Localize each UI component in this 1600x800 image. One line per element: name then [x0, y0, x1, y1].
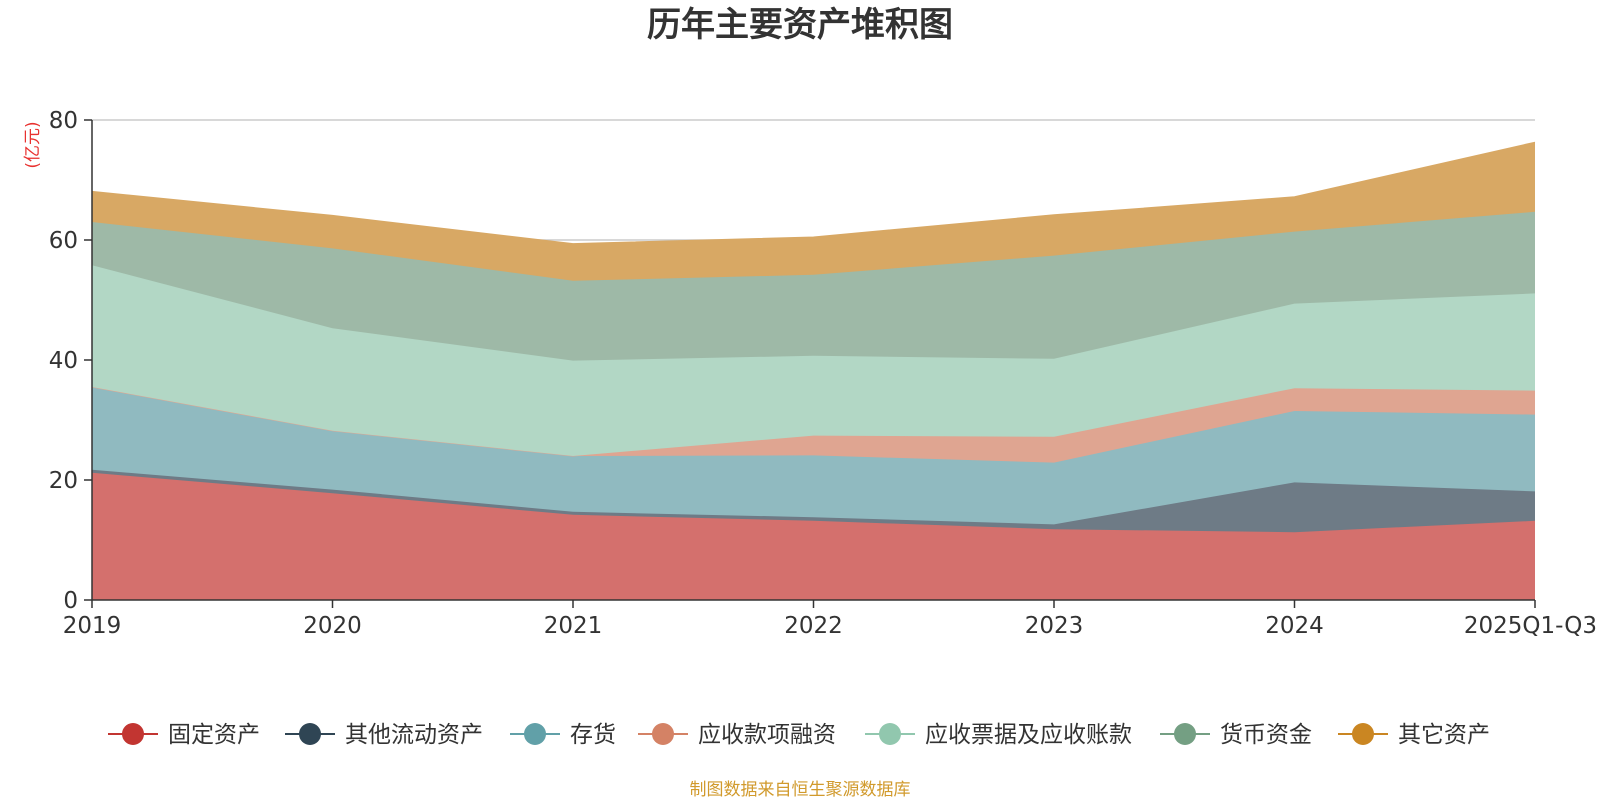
legend-label: 存货	[570, 722, 616, 748]
legend-label: 其它资产	[1398, 722, 1490, 748]
legend-item-4[interactable]: 应收款项融资	[638, 722, 836, 748]
area-series-1	[92, 472, 1535, 600]
x-tick-label: 2019	[63, 613, 122, 639]
legend-marker	[1174, 723, 1196, 745]
y-tick-label: 80	[49, 108, 78, 134]
axes: 0 20 40 60 80 2019 2020 2021 2022 2023 2024 2025Q1-…	[49, 108, 1597, 639]
legend-label: 货币资金	[1220, 722, 1312, 748]
legend-item-5[interactable]: 应收票据及应收账款	[865, 722, 1132, 748]
legend-marker	[1352, 723, 1374, 745]
legend-marker	[879, 723, 901, 745]
legend-label: 其他流动资产	[345, 722, 483, 748]
legend-label: 应收款项融资	[698, 722, 836, 748]
y-tick-label: 0	[63, 588, 78, 614]
y-tick-label: 40	[49, 348, 78, 374]
y-axis-label: (亿元)	[23, 121, 43, 168]
legend-item-1[interactable]: 固定资产	[108, 722, 260, 748]
y-tick-label: 20	[49, 468, 78, 494]
x-tick-label: 2025Q1-Q3	[1464, 613, 1597, 639]
chart-title: 历年主要资产堆积图	[647, 5, 953, 45]
legend-marker	[524, 723, 546, 745]
x-tick-label: 2022	[784, 613, 843, 639]
legend-marker	[122, 723, 144, 745]
area-series-2	[92, 469, 1535, 533]
y-tick-label: 60	[49, 228, 78, 254]
legend: 固定资产 其他流动资产 存货 应收款项融资 应收票据及应收账款 货币资金 其它资产	[108, 722, 1490, 748]
x-tick-label: 2020	[303, 613, 362, 639]
legend-label: 应收票据及应收账款	[925, 722, 1132, 748]
legend-item-2[interactable]: 其他流动资产	[285, 722, 483, 748]
legend-marker	[299, 723, 321, 745]
legend-label: 固定资产	[168, 722, 260, 748]
area-series-4	[92, 387, 1535, 463]
x-tick-label: 2023	[1025, 613, 1084, 639]
x-tick-label: 2024	[1265, 613, 1324, 639]
legend-item-6[interactable]: 货币资金	[1160, 722, 1312, 748]
area-series-5	[92, 265, 1535, 456]
legend-marker	[652, 723, 674, 745]
area-series-6	[92, 211, 1535, 361]
area-series-7	[92, 142, 1535, 281]
legend-item-3[interactable]: 存货	[510, 722, 616, 748]
area-series-layer	[91, 141, 1536, 600]
legend-item-7[interactable]: 其它资产	[1338, 722, 1490, 748]
x-tick-label: 2021	[544, 613, 603, 639]
data-source-note: 制图数据来自恒生聚源数据库	[690, 780, 911, 800]
area-edge-7	[91, 141, 1536, 245]
